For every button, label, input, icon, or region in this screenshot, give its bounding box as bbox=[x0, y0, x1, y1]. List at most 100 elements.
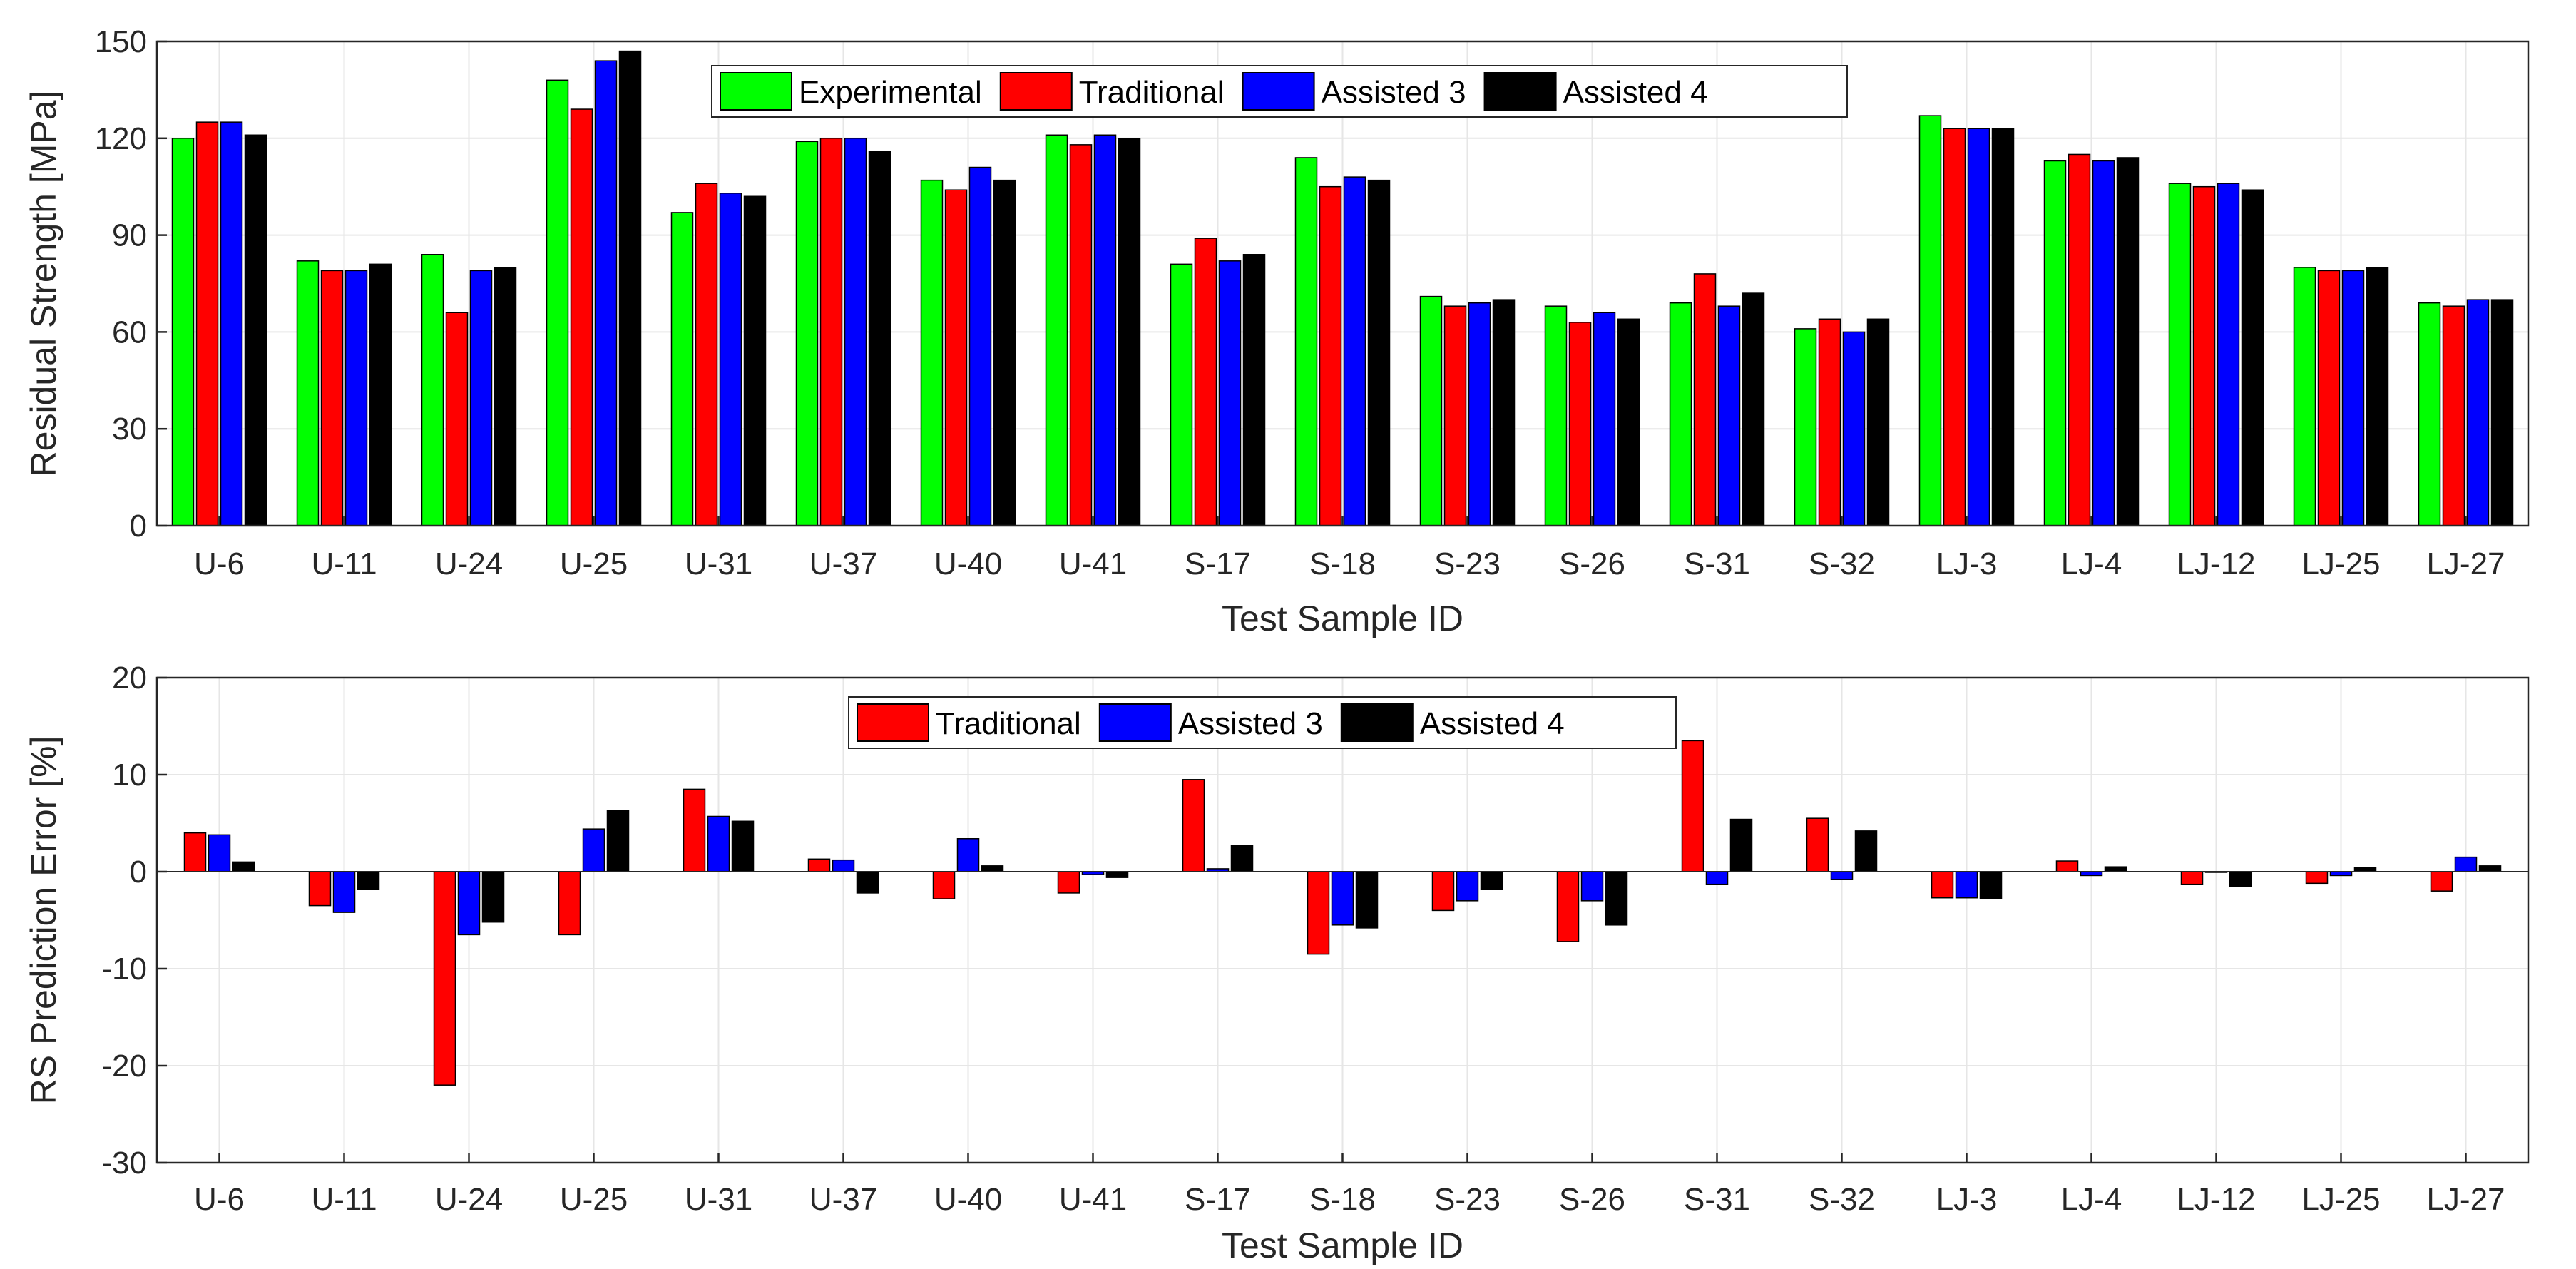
bar-experimental-s-18 bbox=[1294, 157, 1318, 526]
legend-label-traditional: Traditional bbox=[1079, 75, 1225, 110]
y-tick-label: 150 bbox=[95, 24, 147, 59]
bar-traditional-s-31 bbox=[1693, 273, 1717, 526]
bar-assisted4-s-32 bbox=[1854, 830, 1878, 872]
bar-assisted3-u-37 bbox=[832, 859, 855, 872]
bar-assisted4-lj-27 bbox=[2490, 299, 2514, 526]
bar-assisted3-u-31 bbox=[719, 193, 742, 526]
bar-assisted3-u-24 bbox=[457, 871, 481, 936]
bar-experimental-s-17 bbox=[1170, 263, 1193, 526]
bar-assisted3-s-32 bbox=[1830, 871, 1854, 880]
legend-swatch-traditional bbox=[999, 72, 1073, 111]
x-tick-label: S-31 bbox=[1684, 1182, 1750, 1217]
legend-swatch-assisted4 bbox=[1340, 703, 1414, 742]
bar-assisted4-s-18 bbox=[1367, 179, 1391, 526]
bar-assisted3-s-31 bbox=[1705, 871, 1729, 885]
x-tick-label: LJ-3 bbox=[1936, 1182, 1998, 1217]
bar-assisted4-lj-27 bbox=[2478, 865, 2502, 872]
bar-assisted3-lj-25 bbox=[2341, 270, 2365, 526]
bar-assisted4-u-25 bbox=[606, 810, 630, 872]
residual-strength-chart: 0 30 60 90 120 150 U-6 U-11 U-24 U-25 U-31 U-37 U-40… bbox=[24, 24, 2530, 638]
bar-assisted3-lj-4 bbox=[2092, 160, 2115, 526]
x-tick-label: S-26 bbox=[1559, 1182, 1625, 1217]
bar-assisted4-u-6 bbox=[244, 134, 267, 526]
bar-assisted4-lj-4 bbox=[2104, 866, 2127, 872]
bar-assisted4-s-26 bbox=[1605, 871, 1628, 926]
bar-assisted3-u-40 bbox=[956, 838, 980, 872]
x-tick-label: LJ-4 bbox=[2061, 546, 2122, 581]
bar-experimental-u-11 bbox=[296, 260, 320, 526]
bar-experimental-lj-12 bbox=[2168, 183, 2192, 526]
bar-traditional-s-23 bbox=[1431, 871, 1455, 912]
bar-assisted4-u-24 bbox=[481, 871, 505, 923]
legend-label-assisted3: Assisted 3 bbox=[1322, 75, 1466, 110]
bar-traditional-u-25 bbox=[570, 108, 593, 526]
y-tick-label: -30 bbox=[101, 1146, 147, 1181]
bar-traditional-s-26 bbox=[1568, 322, 1592, 526]
x-axis-label: Test Sample ID bbox=[1222, 1225, 1463, 1265]
legend-swatch-assisted3 bbox=[1098, 703, 1172, 742]
x-tick-label: U-6 bbox=[194, 1182, 245, 1217]
x-tick-label: S-17 bbox=[1185, 546, 1251, 581]
bar-experimental-u-41 bbox=[1045, 134, 1068, 526]
y-tick-label: 30 bbox=[112, 412, 147, 447]
x-tick-label: U-25 bbox=[560, 1182, 628, 1217]
bar-traditional-lj-27 bbox=[2442, 305, 2465, 526]
bar-assisted4-u-31 bbox=[731, 820, 755, 872]
bar-experimental-lj-4 bbox=[2043, 160, 2067, 526]
bar-assisted4-s-18 bbox=[1355, 871, 1379, 929]
bar-assisted4-u-37 bbox=[856, 871, 879, 894]
y-tick-label: 120 bbox=[95, 121, 147, 156]
bar-assisted4-s-31 bbox=[1729, 818, 1753, 872]
legend-box bbox=[848, 696, 1677, 749]
bar-assisted3-s-23 bbox=[1468, 302, 1491, 526]
y-axis-label: RS Prediction Error [%] bbox=[24, 736, 63, 1105]
bar-traditional-s-23 bbox=[1443, 305, 1467, 526]
bar-assisted3-u-6 bbox=[220, 121, 243, 526]
y-tick-label: 0 bbox=[130, 509, 147, 544]
x-tick-label: LJ-3 bbox=[1936, 546, 1998, 581]
legend-label-experimental: Experimental bbox=[799, 75, 982, 110]
bar-traditional-u-25 bbox=[558, 871, 581, 936]
bar-assisted4-u-40 bbox=[993, 179, 1016, 526]
bar-assisted4-u-41 bbox=[1105, 871, 1129, 878]
x-tick-label: U-31 bbox=[685, 546, 752, 581]
bar-traditional-u-41 bbox=[1057, 871, 1080, 894]
bar-assisted3-u-40 bbox=[968, 166, 992, 526]
bar-traditional-u-41 bbox=[1069, 144, 1093, 526]
bar-assisted3-lj-12 bbox=[2217, 183, 2240, 526]
bar-assisted3-lj-3 bbox=[1967, 128, 1990, 526]
bar-assisted4-lj-3 bbox=[1991, 128, 2015, 526]
bar-assisted3-s-31 bbox=[1717, 305, 1741, 526]
bar-assisted3-u-41 bbox=[1093, 134, 1117, 526]
bar-traditional-s-32 bbox=[1806, 817, 1829, 872]
bar-traditional-u-11 bbox=[308, 871, 332, 907]
bar-experimental-lj-25 bbox=[2293, 267, 2316, 526]
bar-assisted3-u-24 bbox=[469, 270, 493, 526]
y-tick-label: 60 bbox=[112, 315, 147, 350]
y-axis-label: Residual Strength [MPa] bbox=[24, 91, 63, 477]
bar-assisted4-u-11 bbox=[357, 871, 380, 890]
legend-swatch-experimental bbox=[720, 72, 792, 111]
bar-assisted4-u-6 bbox=[232, 861, 255, 872]
bar-assisted4-s-23 bbox=[1492, 299, 1516, 526]
x-tick-label: LJ-25 bbox=[2301, 1182, 2380, 1217]
bar-assisted3-s-32 bbox=[1842, 331, 1866, 526]
bar-assisted4-u-11 bbox=[369, 263, 392, 526]
bar-assisted4-lj-12 bbox=[2229, 871, 2252, 887]
x-tick-label: S-18 bbox=[1309, 546, 1376, 581]
bar-assisted3-s-18 bbox=[1343, 176, 1366, 526]
bar-traditional-s-32 bbox=[1818, 318, 1841, 526]
bar-experimental-s-31 bbox=[1669, 302, 1692, 526]
bar-traditional-lj-4 bbox=[2068, 153, 2091, 526]
legend-label-assisted4: Assisted 4 bbox=[1563, 75, 1708, 110]
x-tick-label: LJ-4 bbox=[2061, 1182, 2122, 1217]
bar-assisted3-lj-27 bbox=[2466, 299, 2490, 526]
x-tick-label: S-17 bbox=[1185, 1182, 1251, 1217]
bar-assisted4-u-25 bbox=[618, 50, 642, 526]
bar-traditional-s-18 bbox=[1319, 185, 1342, 526]
bar-traditional-s-26 bbox=[1556, 871, 1580, 942]
x-tick-label: LJ-12 bbox=[2177, 1182, 2255, 1217]
bar-traditional-lj-25 bbox=[2305, 871, 2329, 885]
bar-traditional-u-40 bbox=[944, 189, 968, 526]
legend-swatch-assisted4 bbox=[1483, 72, 1557, 111]
